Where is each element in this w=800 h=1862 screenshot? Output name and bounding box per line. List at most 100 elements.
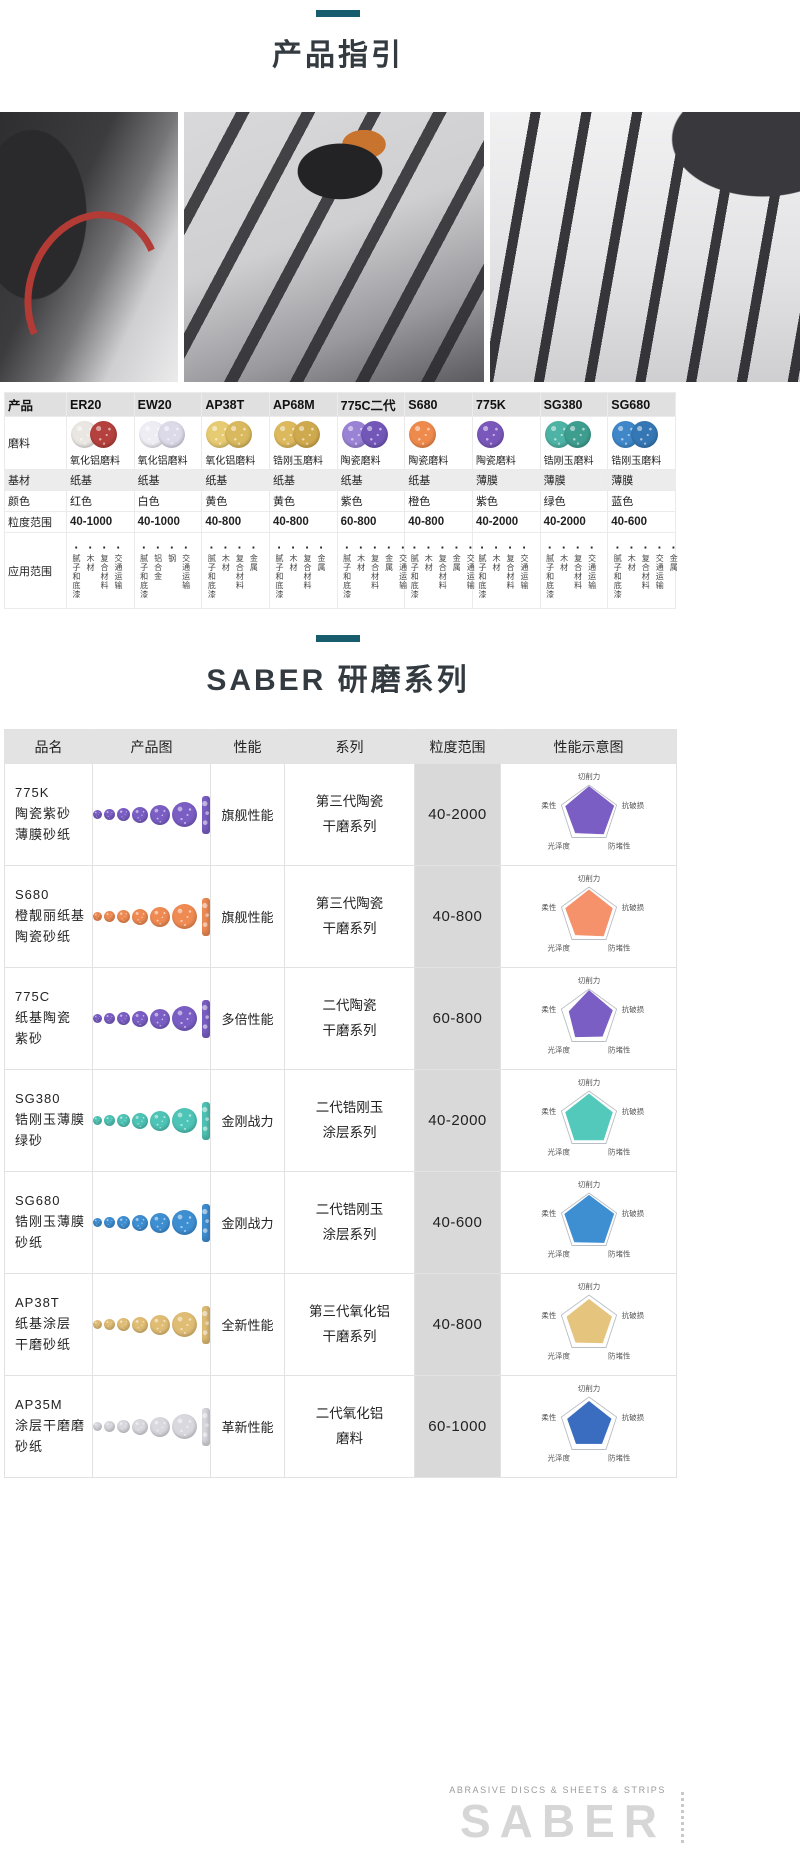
product-comparison-section: 产品 ER20 EW20 AP38T AP68M 775C二代 S680 775K SG380 S… xyxy=(0,392,680,609)
product-column-header: 775K xyxy=(471,392,541,417)
product-disc-icon xyxy=(132,806,148,823)
series-name-line: 第三代陶瓷 xyxy=(315,896,384,912)
series-name-line: 二代锆刚玉 xyxy=(315,1100,384,1116)
grit-range-cell: 40-2000 xyxy=(414,763,501,866)
color-cell: 黄色 xyxy=(201,490,270,512)
product-disc-icon xyxy=(117,1216,130,1229)
radar-fill xyxy=(565,786,615,835)
radar-axis-label: 防堵性 xyxy=(608,841,631,851)
series-row: AP38T 纸基涂层 干磨砂纸 全新性能 第三代氧化铝 干磨系列 40-800 切削力 抗破损防… xyxy=(4,1273,677,1376)
radar-axis-label: 防堵性 xyxy=(608,943,631,953)
base-material-cell: 薄膜 xyxy=(607,469,676,491)
series-name-line: 涂层系列 xyxy=(322,1226,377,1242)
product-name-line: 775K xyxy=(15,785,50,801)
product-sheet-icon xyxy=(202,795,210,834)
series-name-line: 第三代陶瓷 xyxy=(315,794,384,810)
product-disc-row xyxy=(93,1305,210,1344)
series-name-line: 涂层系列 xyxy=(322,1124,377,1140)
product-sheet-icon xyxy=(202,1101,210,1140)
product-disc-icon xyxy=(104,1115,115,1126)
applications-group: · 腻子和底漆 · 木材 · 复合材料 · 交通运输 xyxy=(544,541,605,599)
base-material-row: 基材 纸基 纸基 纸基 纸基 纸基 纸基 薄膜 薄膜 薄膜 xyxy=(4,469,676,491)
radar-axis-label: 抗破损 xyxy=(622,1412,645,1422)
product-disc-icon xyxy=(93,1218,102,1227)
radar-fill xyxy=(567,1401,612,1444)
series-name-line: 第三代氧化铝 xyxy=(309,1304,390,1320)
series-name-line: 磨料 xyxy=(336,1430,363,1446)
footer-brand-watermark: SABER xyxy=(459,1795,666,1848)
abrasive-cell: 锆刚玉磨料 xyxy=(539,416,609,470)
product-disc-row xyxy=(93,1101,210,1140)
product-disc-icon xyxy=(93,1422,102,1431)
bullet-dot: · xyxy=(155,540,161,555)
base-material-cell: 薄膜 xyxy=(471,469,541,491)
application-item: · 金属 xyxy=(384,540,395,599)
product-name-line: 砂纸 xyxy=(15,1438,44,1454)
abrasive-disc-icon xyxy=(631,420,659,448)
series-column-header: 品名 xyxy=(4,729,93,764)
applications-group: · 腻子和底漆 · 木材 · 复合材料 · 金属 · 交通运输 xyxy=(408,540,475,599)
product-disc-icon xyxy=(117,1012,130,1025)
application-item: · 腻子和底漆 xyxy=(612,541,623,599)
bullet-dot: · xyxy=(440,540,445,555)
radar-outline xyxy=(560,1396,618,1450)
product-column-header: AP68M xyxy=(268,392,338,417)
product-name-line: 锆刚玉薄膜 xyxy=(15,1214,86,1230)
grit-range-cell: 40-800 xyxy=(414,1273,501,1376)
row-label-color: 颜色 xyxy=(4,490,67,512)
application-item: · 金属 xyxy=(248,541,259,599)
applications-row: 应用范围 · 腻子和底漆 · 木材 · 复合材料 · 交通运输 · 腻子和底漆 · 铝合金 · 钢 · 交通运输… xyxy=(4,532,678,609)
applications-cell: · 腻子和底漆 · 木材 · 复合材料 · 交通运输 xyxy=(66,532,135,609)
product-disc-icon xyxy=(117,1114,130,1127)
radar-outline xyxy=(560,1192,618,1246)
product-disc-row xyxy=(93,795,210,834)
application-item: · 复合材料 xyxy=(370,541,381,599)
radar-axis-label: 柔性 xyxy=(541,800,556,810)
abrasive-type-label: 氧化铝磨料 xyxy=(137,456,188,467)
radar-axis-label: 柔性 xyxy=(541,1106,556,1116)
abrasive-disc-icon xyxy=(292,420,320,448)
abrasive-cell: 陶瓷磨料 xyxy=(336,416,406,470)
bullet-dot: · xyxy=(671,540,676,555)
series-column-header: 粒度范围 xyxy=(414,729,501,764)
radar-axis-label: 柔性 xyxy=(541,1208,556,1218)
product-name-line: AP35M xyxy=(15,1397,63,1413)
bullet-dot: · xyxy=(386,540,392,555)
bullet-dot: · xyxy=(183,540,189,555)
section-guide-header: 产品指引 xyxy=(0,0,676,74)
applications-group: · 腻子和底漆 · 木材 · 复合材料 · 金属 xyxy=(273,541,334,599)
application-label: 交通运输 xyxy=(398,554,408,590)
series-column-header: 产品图 xyxy=(92,729,211,764)
applications-group: · 腻子和底漆 · 木材 · 复合材料 · 交通运输 · 金属 xyxy=(611,541,678,599)
abrasive-disc-icon xyxy=(476,420,504,448)
radar-axis-label: 切削力 xyxy=(578,1383,601,1393)
application-label: 金属 xyxy=(669,554,679,572)
photo-abrasive-strips xyxy=(490,112,800,382)
application-label: 金属 xyxy=(249,554,259,572)
application-item: · 腻子和底漆 xyxy=(545,541,556,599)
application-label: 复合材料 xyxy=(100,554,109,590)
performance-cell: 金刚战力 xyxy=(210,1171,285,1274)
product-name-line: 陶瓷砂纸 xyxy=(15,928,72,944)
product-column-header: EW20 xyxy=(133,392,203,417)
radar-axis-label: 柔性 xyxy=(541,1310,556,1320)
application-item: · 交通运输 xyxy=(465,541,476,599)
application-label: 木材 xyxy=(559,554,569,572)
radar-cell: 切削力 抗破损 防堵性 光泽度 柔性 xyxy=(500,967,677,1070)
application-label: 腻子和底漆 xyxy=(410,554,420,599)
base-material-cell: 纸基 xyxy=(404,469,473,491)
application-label: 交通运输 xyxy=(587,554,597,590)
base-material-cell: 薄膜 xyxy=(539,469,609,491)
radar-axis-label: 抗破损 xyxy=(622,1004,645,1014)
application-label: 腻子和底漆 xyxy=(613,554,623,599)
application-item: · 复合材料 xyxy=(573,541,584,599)
grit-range-cell: 60-800 xyxy=(336,511,406,533)
product-name-line: 绿砂 xyxy=(15,1132,44,1148)
bullet-dot: · xyxy=(454,540,459,555)
product-image-cell xyxy=(92,967,211,1070)
bullet-dot: · xyxy=(508,540,513,555)
application-label: 金属 xyxy=(316,554,326,572)
application-label: 交通运输 xyxy=(655,554,665,590)
radar-outline xyxy=(560,886,618,940)
